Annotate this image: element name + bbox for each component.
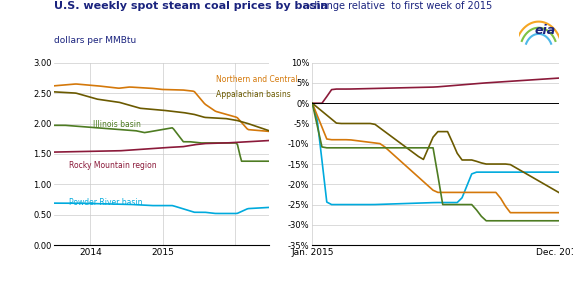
Text: U.S. weekly spot steam coal prices by basin: U.S. weekly spot steam coal prices by ba… bbox=[54, 1, 328, 11]
Text: change relative  to first week of 2015: change relative to first week of 2015 bbox=[309, 1, 493, 11]
Text: Illinois basin: Illinois basin bbox=[93, 119, 141, 129]
Text: dollars per MMBtu: dollars per MMBtu bbox=[54, 36, 137, 45]
Text: Appalachian basins: Appalachian basins bbox=[215, 90, 291, 99]
Text: Northern and Central: Northern and Central bbox=[215, 76, 297, 84]
Text: eia: eia bbox=[535, 24, 556, 37]
Text: Powder River basin: Powder River basin bbox=[69, 198, 143, 207]
Text: Rocky Mountain region: Rocky Mountain region bbox=[69, 162, 157, 170]
